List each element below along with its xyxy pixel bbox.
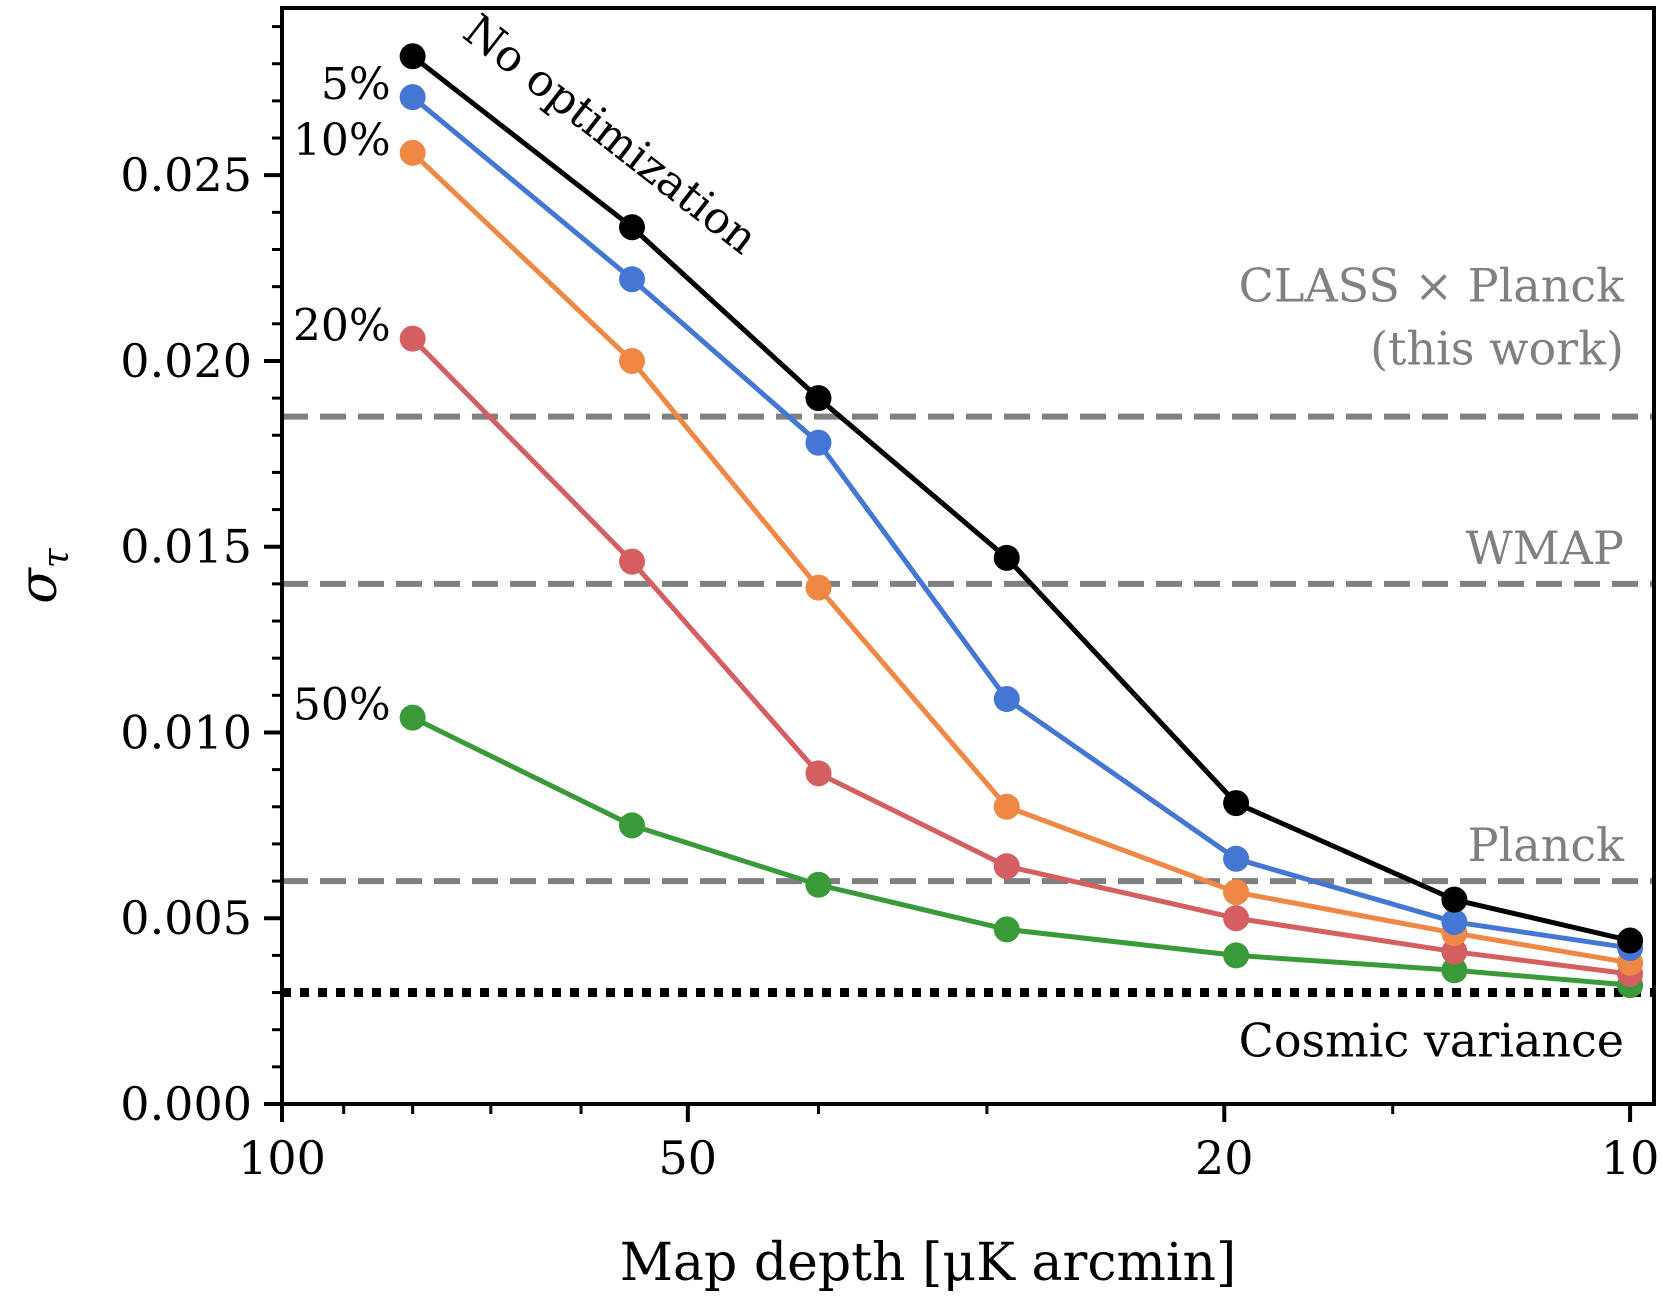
data-point — [805, 871, 832, 898]
y-axis-title: στ — [9, 547, 77, 604]
data-point — [1223, 905, 1250, 932]
data-point — [619, 214, 646, 241]
plot-frame — [280, 6, 1656, 1106]
data-point — [993, 916, 1020, 943]
reference-label: CLASS × Planck — [1239, 259, 1625, 313]
reference-label: Cosmic variance — [1239, 1014, 1624, 1068]
reference-lines — [282, 413, 1654, 998]
data-point — [1223, 845, 1250, 872]
data-point — [993, 793, 1020, 820]
data-point — [399, 325, 426, 352]
data-point — [399, 43, 426, 70]
data-point — [993, 544, 1020, 571]
data-point — [1441, 938, 1468, 965]
y-tick-label: 0.020 — [120, 334, 252, 388]
series-label: 10% — [293, 115, 391, 166]
reference-label-secondary: (this work) — [1370, 322, 1624, 376]
data-point — [1441, 957, 1468, 984]
y-tick-label: 0.015 — [120, 520, 252, 574]
reference-label: WMAP — [1465, 521, 1624, 575]
data-point — [399, 84, 426, 111]
data-point — [1441, 886, 1468, 913]
series-label: 50% — [293, 680, 391, 731]
reference-label: Planck — [1468, 818, 1625, 872]
y-axis-subscript: τ — [36, 547, 77, 568]
data-point — [399, 139, 426, 166]
y-tick-label: 0.005 — [120, 891, 252, 945]
series-label: 5% — [321, 59, 391, 110]
data-point — [1223, 942, 1250, 969]
data-point — [805, 429, 832, 456]
x-tick-label: 50 — [659, 1131, 718, 1185]
series-label-no-optimization: No optimization — [454, 5, 767, 265]
series-layer — [399, 43, 1644, 999]
data-point — [1223, 879, 1250, 906]
data-point — [1441, 908, 1468, 935]
y-axis-symbol: σ — [9, 567, 69, 604]
data-point — [993, 853, 1020, 880]
x-tick-label: 10 — [1601, 1131, 1660, 1185]
data-point — [805, 574, 832, 601]
x-tick-label: 20 — [1195, 1131, 1254, 1185]
x-axis-title: Map depth [μK arcmin] — [620, 1233, 1236, 1293]
data-point — [619, 812, 646, 839]
data-point — [1617, 927, 1644, 954]
data-point — [805, 760, 832, 787]
y-tick-label: 0.000 — [120, 1077, 252, 1131]
y-tick-label: 0.025 — [120, 148, 252, 202]
data-point — [619, 266, 646, 293]
series-label: 20% — [293, 301, 391, 352]
axes: 0.000 0.005 0.010 0.015 0.020 0.025 100 50 20 10 M… — [9, 6, 1660, 1293]
data-point — [1223, 790, 1250, 817]
x-tick-label: 100 — [238, 1131, 326, 1185]
data-point — [399, 704, 426, 731]
data-point — [993, 686, 1020, 713]
data-point — [619, 347, 646, 374]
y-tick-label: 0.010 — [120, 705, 252, 759]
data-point — [619, 548, 646, 575]
data-point — [805, 385, 832, 412]
